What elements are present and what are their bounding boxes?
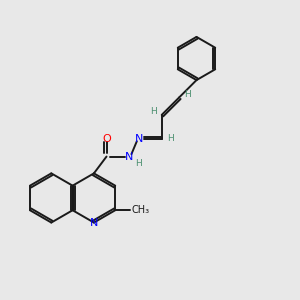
Text: H: H bbox=[150, 107, 157, 116]
Text: N: N bbox=[125, 152, 133, 162]
Text: H: H bbox=[167, 134, 173, 143]
Text: N: N bbox=[135, 134, 143, 144]
Text: H: H bbox=[135, 159, 141, 168]
Text: N: N bbox=[90, 218, 98, 229]
Text: H: H bbox=[184, 90, 191, 99]
Text: CH₃: CH₃ bbox=[132, 205, 150, 215]
Text: O: O bbox=[102, 134, 111, 144]
